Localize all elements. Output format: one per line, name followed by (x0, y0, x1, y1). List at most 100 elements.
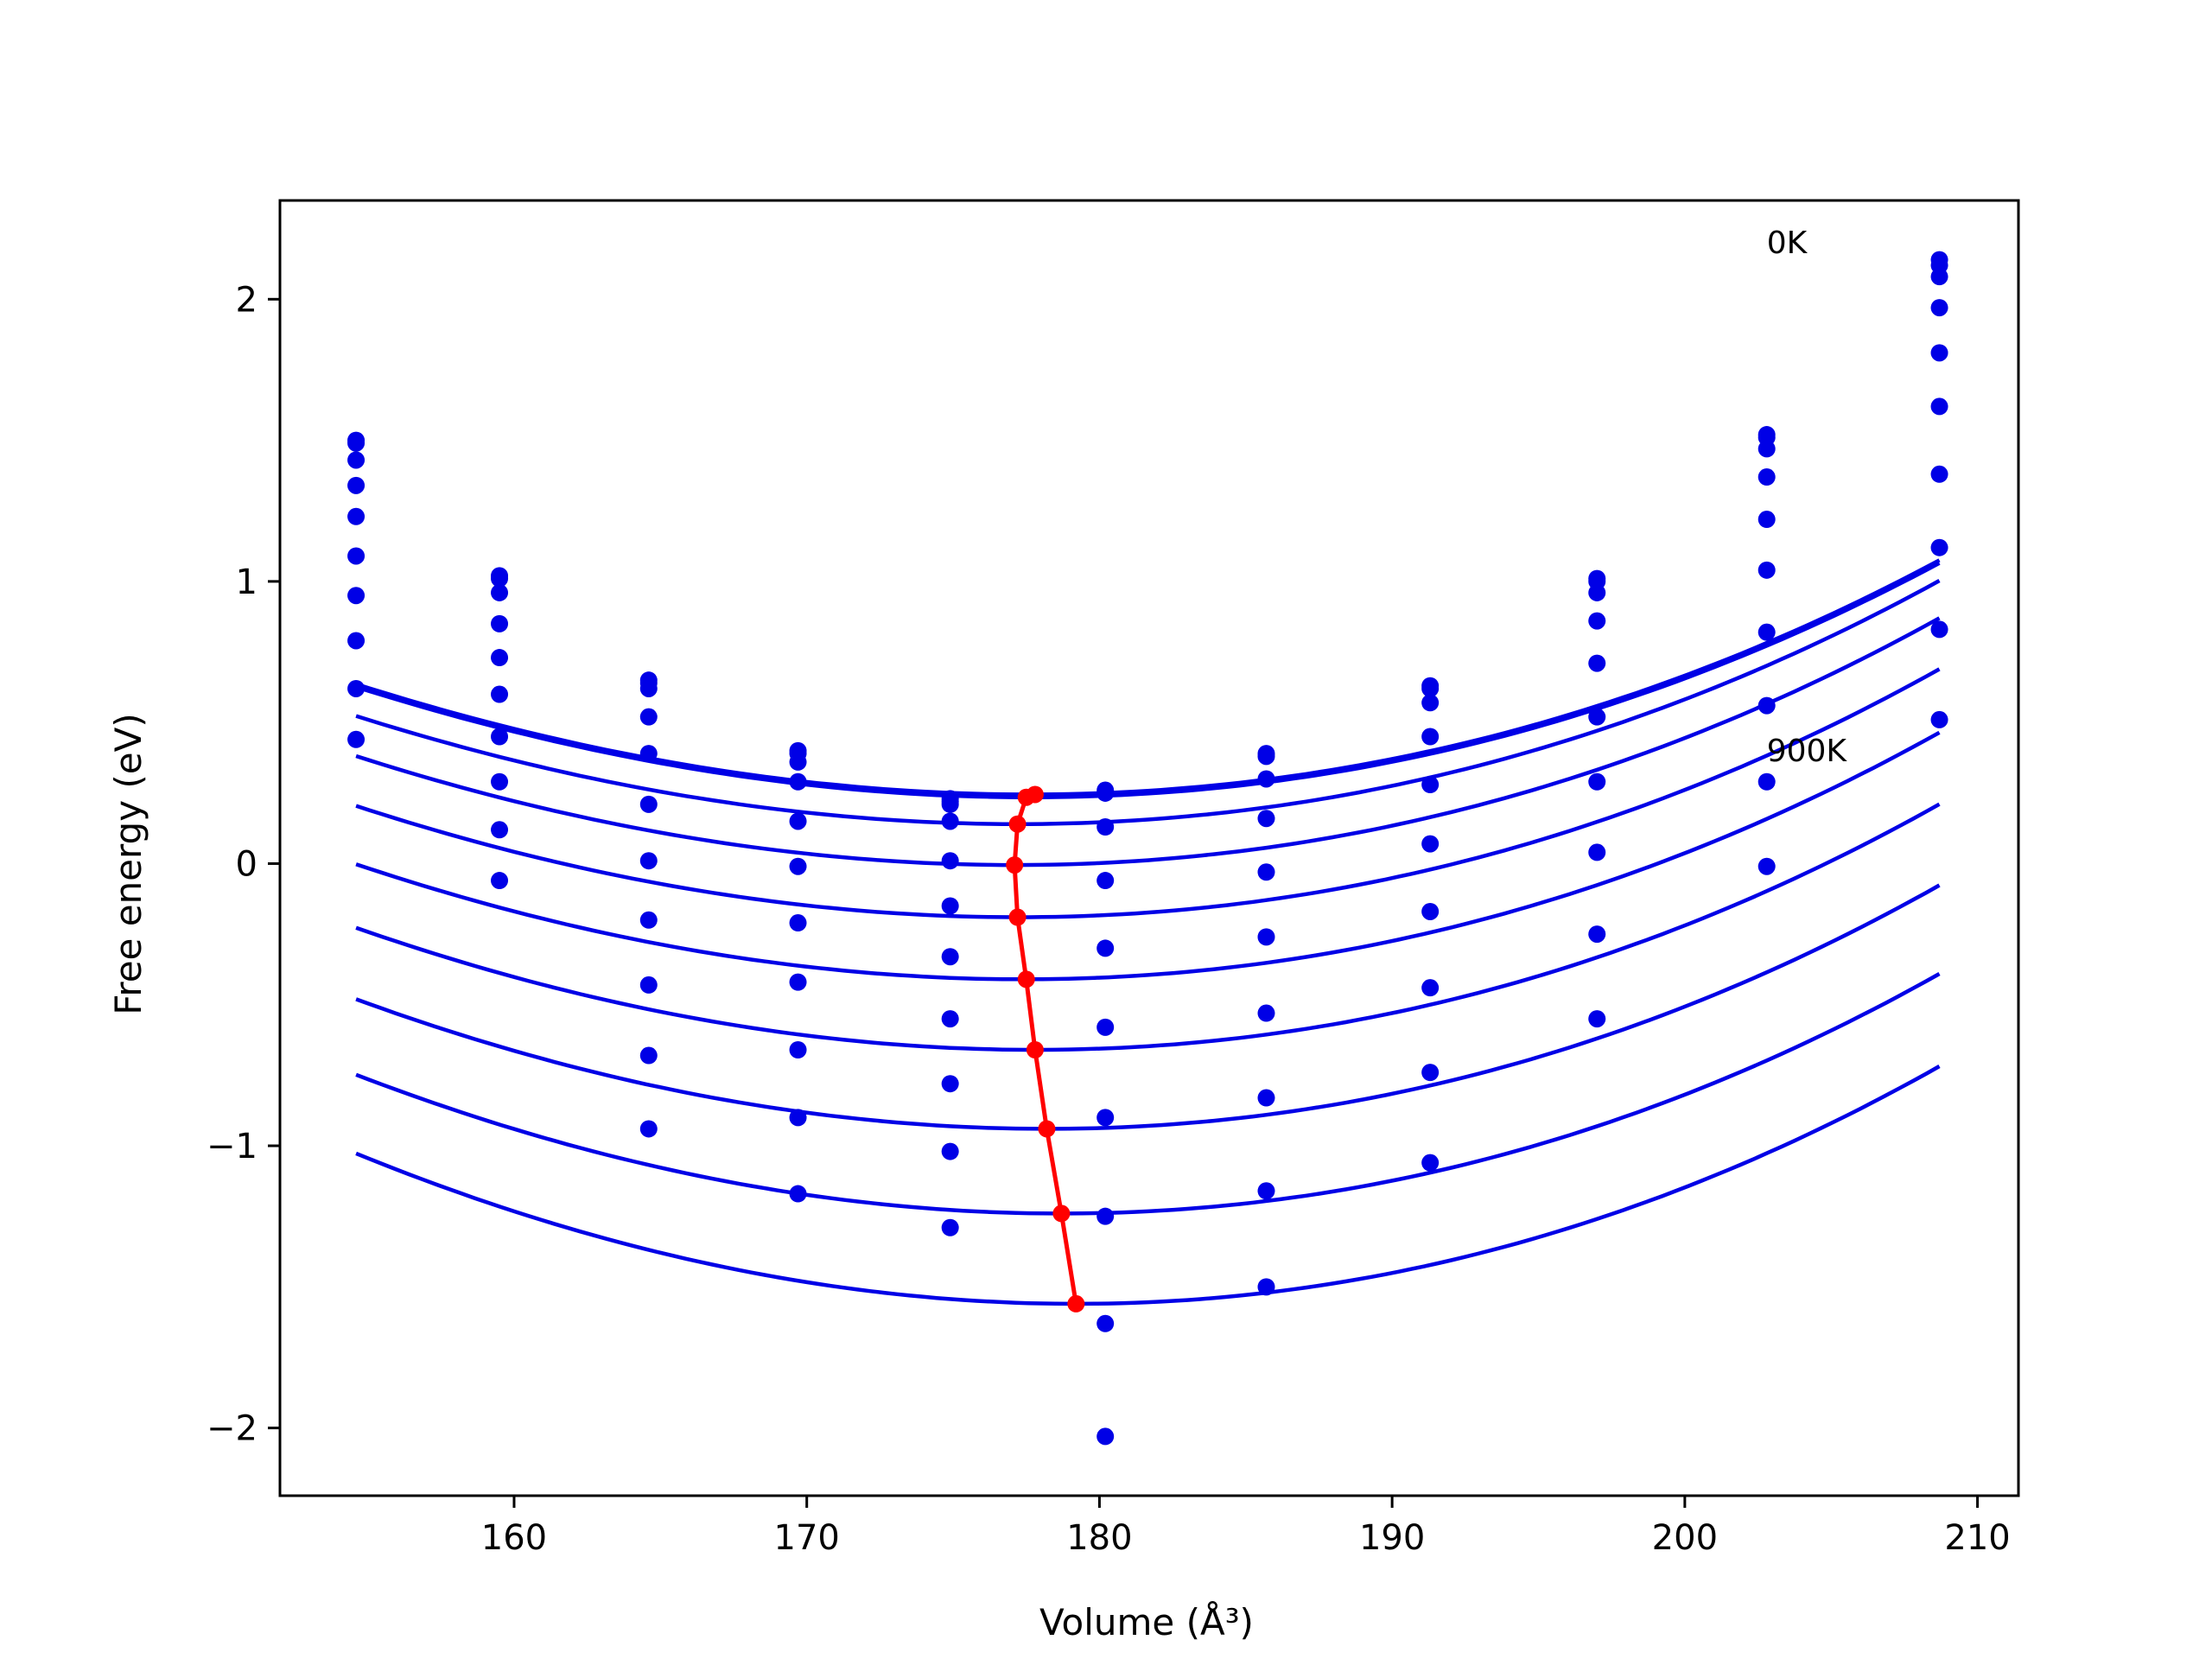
data-point (1758, 561, 1776, 579)
data-point (1588, 925, 1606, 944)
data-point (347, 679, 365, 697)
data-point (1421, 776, 1440, 794)
plot-frame (278, 199, 2020, 1497)
data-point (1096, 872, 1115, 890)
x-axis-title: Volume (Å³) (1039, 1600, 1254, 1643)
minimum-point (1006, 856, 1024, 874)
data-point (1588, 708, 1606, 726)
data-point (789, 812, 807, 830)
data-point (639, 1046, 658, 1065)
fit-curve-10 (355, 1065, 1941, 1306)
data-point (789, 857, 807, 875)
x-tick-label: 190 (1359, 1518, 1425, 1558)
data-point (1588, 654, 1606, 672)
y-tick-label: −2 (207, 1409, 257, 1449)
data-point (1421, 694, 1440, 712)
fit-curve-2 (355, 561, 1941, 799)
data-point (1421, 979, 1440, 997)
minimum-point (1008, 908, 1027, 926)
minimum-point (1026, 1041, 1044, 1059)
minimum-point (1017, 788, 1035, 806)
fit-curve-6 (355, 730, 1941, 982)
data-point (1421, 728, 1440, 746)
data-point (1421, 902, 1440, 920)
data-point (1930, 620, 1948, 639)
data-point (1588, 1010, 1606, 1028)
data-point (789, 973, 807, 991)
minimum-energy-trace (1006, 785, 1085, 1313)
data-point (1096, 1018, 1115, 1036)
data-point (639, 1120, 658, 1138)
data-point (1421, 679, 1440, 697)
data-point (491, 728, 509, 746)
data-point (1421, 1064, 1440, 1082)
data-point (639, 911, 658, 929)
data-point (347, 507, 365, 525)
y-tick-label: 1 (236, 563, 257, 602)
minimum-energy-line (1012, 792, 1078, 1305)
data-point (1758, 623, 1776, 641)
data-point (1758, 468, 1776, 486)
data-point (1096, 939, 1115, 957)
data-point (941, 852, 959, 870)
data-point (789, 1185, 807, 1203)
data-point (347, 632, 365, 650)
x-tick-label: 160 (481, 1518, 547, 1558)
data-point (1588, 843, 1606, 861)
y-axis-title: Free energy (eV) (107, 713, 149, 1015)
data-point (789, 914, 807, 932)
data-point (1588, 583, 1606, 601)
y-tick-label: 0 (236, 844, 257, 884)
data-point (789, 772, 807, 791)
data-point (1257, 928, 1275, 946)
data-point (1257, 863, 1275, 881)
data-point (639, 708, 658, 726)
data-point (1257, 1278, 1275, 1296)
y-tick-label: 2 (236, 280, 257, 320)
fit-curves (355, 558, 1941, 1306)
data-point (1930, 710, 1948, 728)
data-point (1257, 1089, 1275, 1107)
data-point (1758, 511, 1776, 529)
y-axis-ticks: 2 1 0 −1 −2 (207, 280, 280, 1449)
data-point (1257, 770, 1275, 788)
data-point (1588, 772, 1606, 791)
fit-curve-8 (355, 883, 1941, 1131)
data-point (347, 434, 365, 452)
data-point (491, 583, 509, 601)
data-point (1096, 818, 1115, 836)
data-point (941, 812, 959, 830)
data-point (347, 451, 365, 469)
x-tick-label: 200 (1652, 1518, 1718, 1558)
x-tick-label: 170 (774, 1518, 840, 1558)
data-point (941, 1075, 959, 1093)
data-point (941, 1142, 959, 1160)
data-point (941, 1218, 959, 1236)
data-point (1257, 810, 1275, 828)
data-point (491, 649, 509, 667)
fit-curve-7 (355, 802, 1941, 1052)
data-point (1096, 1427, 1115, 1446)
data-point (1096, 1314, 1115, 1332)
data-point (491, 872, 509, 890)
fit-curve-5 (355, 667, 1941, 919)
data-point (789, 1109, 807, 1127)
data-point (1930, 538, 1948, 556)
temperature-label: 0K (1767, 226, 1808, 261)
data-point (347, 547, 365, 565)
data-points (347, 251, 1948, 1446)
data-point (347, 587, 365, 605)
fit-curve-9 (355, 972, 1941, 1216)
data-point (491, 569, 509, 588)
data-point (941, 948, 959, 966)
data-point (1421, 1154, 1440, 1172)
data-point (1257, 1182, 1275, 1200)
data-point (639, 679, 658, 697)
data-point (1758, 696, 1776, 715)
data-point (639, 745, 658, 763)
minimum-point (1052, 1205, 1071, 1223)
x-tick-label: 210 (1944, 1518, 2010, 1558)
data-point (789, 753, 807, 771)
fit-curve-3 (355, 579, 1941, 826)
